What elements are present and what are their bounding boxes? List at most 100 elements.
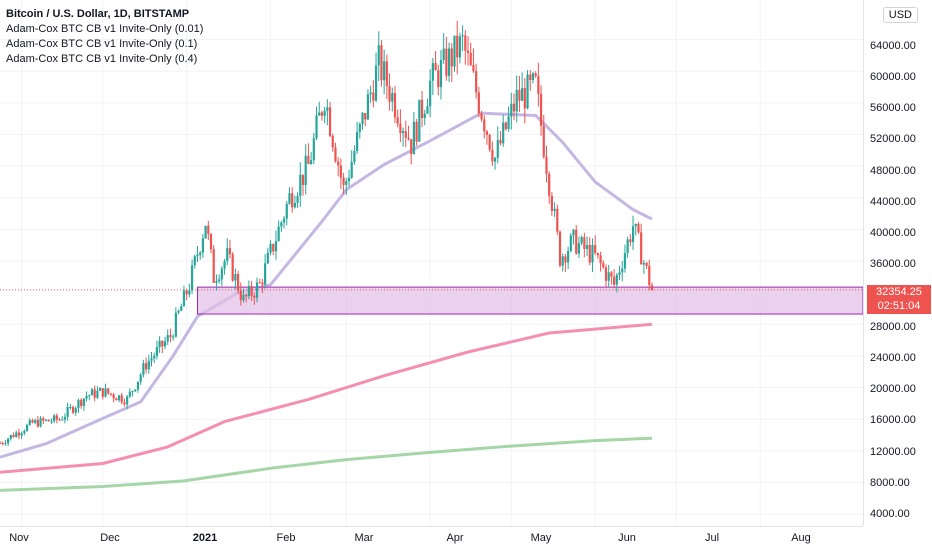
candle-body: [518, 89, 521, 101]
price-chart[interactable]: [0, 0, 863, 526]
candle-body: [504, 122, 507, 130]
candle-body: [418, 99, 421, 142]
candle-body: [553, 208, 556, 211]
price-axis[interactable]: 64000.00 60000.00 56000.00 52000.00 4800…: [863, 0, 932, 526]
candle-body: [39, 418, 42, 427]
candle-body: [642, 262, 645, 265]
candle-body: [291, 193, 294, 208]
candle-body: [502, 122, 505, 144]
candle-body: [250, 286, 253, 296]
time-tick: Jun: [618, 532, 636, 544]
time-tick: Jul: [704, 532, 720, 544]
candle-body: [466, 50, 470, 53]
candle-body: [488, 134, 491, 150]
candle-body: [472, 65, 475, 72]
candle-body: [98, 388, 102, 391]
candle-body: [364, 112, 367, 120]
candle-body: [529, 74, 532, 80]
candle-body: [147, 360, 150, 370]
candle-body: [115, 398, 118, 401]
candle-body: [542, 125, 545, 157]
candle-body: [218, 279, 221, 282]
candle-body: [242, 294, 245, 301]
candle-body: [77, 399, 80, 409]
candle-body: [307, 155, 310, 164]
candle-body: [44, 419, 48, 421]
indicator-2-label[interactable]: Adam-Cox BTC CB v1 Invite-Only (0.1): [6, 38, 198, 50]
candle-body: [215, 281, 218, 283]
indicator-1-label[interactable]: Adam-Cox BTC CB v1 Invite-Only (0.01): [6, 23, 204, 35]
price-tick: 4000.00: [870, 508, 910, 520]
candle-body: [580, 237, 583, 244]
candle-body: [264, 263, 267, 285]
candle-body: [182, 290, 186, 307]
time-tick: Dec: [100, 532, 120, 544]
candle-body: [493, 157, 497, 162]
price-tick: 12000.00: [870, 446, 916, 458]
time-tick: Nov: [9, 532, 29, 544]
candle-body: [301, 174, 305, 186]
candle-body: [209, 234, 213, 250]
candle-body: [429, 80, 432, 107]
candle-body: [177, 310, 180, 313]
indicator-3-label[interactable]: Adam-Cox BTC CB v1 Invite-Only (0.4): [6, 53, 198, 65]
candle-body: [25, 424, 29, 432]
price-tick: 44000.00: [870, 196, 916, 208]
candle-body: [607, 272, 610, 281]
candle-body: [310, 160, 313, 164]
countdown-label: 02:51:04: [867, 299, 931, 314]
candle-body: [153, 355, 156, 359]
candle-body: [404, 131, 407, 138]
candle-body: [142, 363, 145, 375]
candle-body: [15, 432, 18, 438]
candle-body: [456, 35, 459, 58]
candle-body: [109, 393, 113, 395]
time-axis[interactable]: Nov Dec 2021 Feb Mar Apr May Jun Jul Aug: [0, 526, 863, 551]
candle-body: [285, 203, 288, 219]
candle-body: [637, 223, 640, 233]
candle-body: [499, 140, 502, 144]
candle-body: [93, 389, 96, 398]
candle-body: [588, 244, 591, 263]
candle-body: [326, 107, 329, 111]
candle-body: [345, 181, 348, 185]
candle-body: [366, 94, 370, 120]
candle-body: [483, 119, 486, 132]
candle-body: [439, 60, 443, 88]
candle-body: [293, 202, 296, 208]
candle-body: [126, 396, 129, 405]
candle-body: [534, 73, 537, 77]
candle-body: [296, 196, 299, 203]
candle-body: [423, 113, 426, 119]
candle-body: [31, 420, 34, 423]
candle-body: [231, 254, 234, 281]
indicator-line-3: [0, 436, 653, 492]
indicator-line-1: [0, 111, 653, 459]
candle-body: [539, 93, 543, 126]
candle-body: [372, 92, 375, 101]
candle-body: [640, 232, 643, 265]
time-tick: Aug: [791, 532, 811, 544]
candle-body: [650, 285, 654, 291]
candle-body: [34, 420, 37, 423]
time-tick: Apr: [446, 532, 464, 544]
candle-body: [282, 218, 286, 223]
candle-body: [328, 107, 332, 136]
candle-body: [134, 389, 137, 392]
candle-body: [461, 35, 464, 37]
currency-button[interactable]: USD: [882, 7, 918, 23]
candle-body: [337, 161, 340, 166]
candle-body: [315, 115, 318, 139]
chart-pane[interactable]: Bitcoin / U.S. Dollar, 1D, BITSTAMP Adam…: [0, 0, 863, 526]
time-tick: Feb: [276, 532, 296, 544]
symbol-title[interactable]: Bitcoin / U.S. Dollar, 1D, BITSTAMP: [6, 8, 190, 20]
candle-body: [172, 336, 175, 338]
candle-body: [174, 312, 177, 337]
candle-body: [556, 208, 559, 232]
candle-body: [69, 407, 72, 409]
candle-body: [396, 117, 399, 124]
candle-body: [610, 272, 613, 277]
candle-body: [17, 432, 21, 436]
candle-body: [594, 245, 597, 253]
candle-body: [169, 335, 172, 338]
